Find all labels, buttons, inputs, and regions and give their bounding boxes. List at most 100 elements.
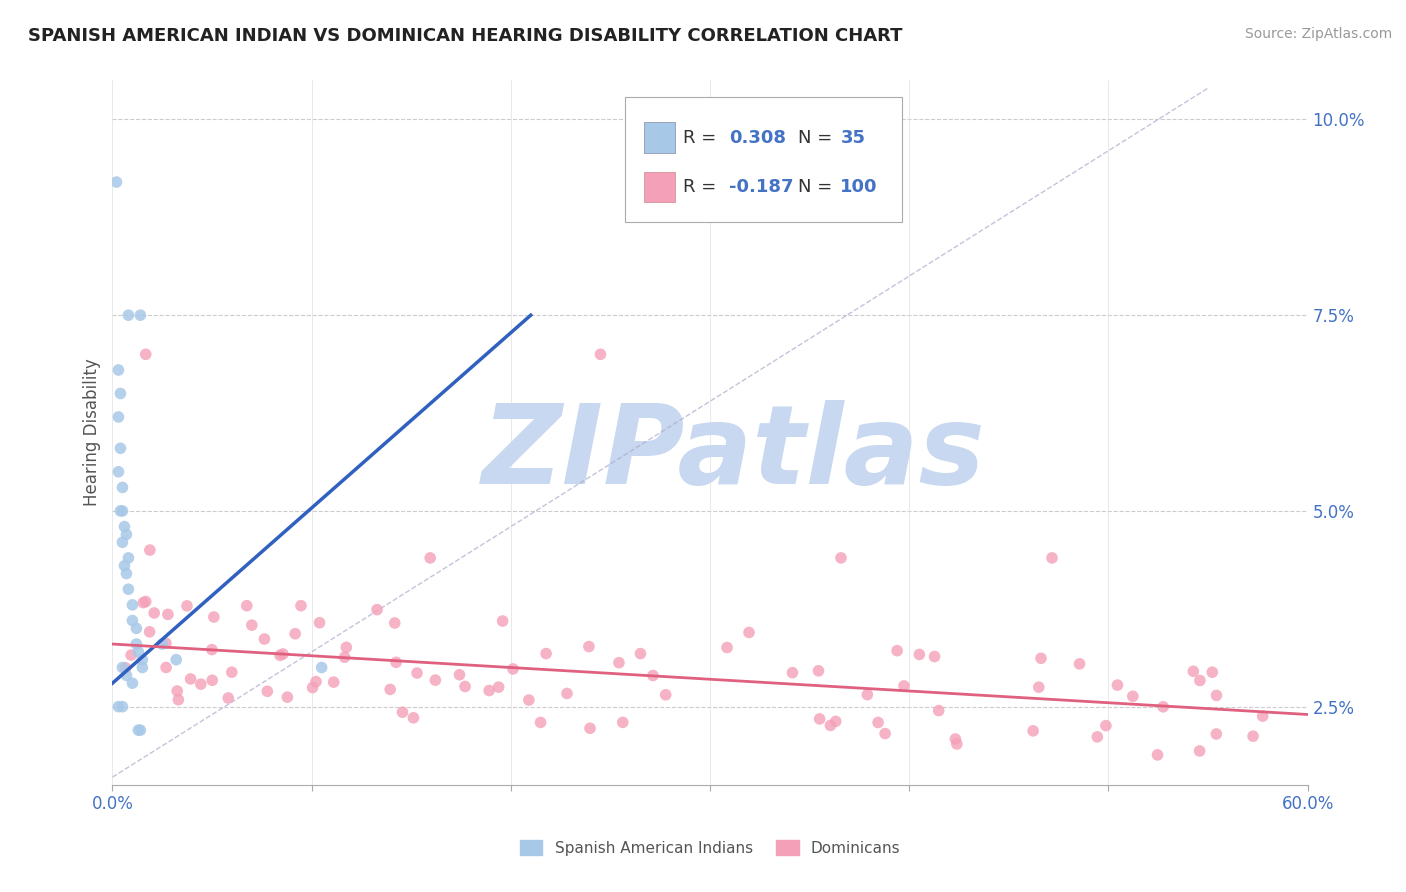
Point	[201, 642, 224, 657]
Point	[143, 606, 166, 620]
Point	[135, 594, 157, 608]
Point	[1095, 718, 1118, 732]
Point	[738, 625, 761, 640]
Point	[1152, 699, 1174, 714]
Point	[127, 723, 149, 738]
Point	[366, 602, 388, 616]
Point	[425, 673, 447, 687]
Point	[419, 550, 441, 565]
Point	[607, 656, 630, 670]
Point	[107, 409, 129, 424]
Point	[1205, 727, 1227, 741]
Point	[117, 582, 139, 597]
Point	[201, 673, 224, 688]
Point	[135, 347, 157, 361]
Point	[284, 626, 307, 640]
Point	[716, 640, 738, 655]
Point	[111, 504, 134, 518]
Point	[301, 681, 323, 695]
Point	[449, 667, 471, 681]
Point	[824, 714, 846, 729]
Point	[391, 705, 413, 719]
Point	[517, 693, 540, 707]
Point	[612, 715, 634, 730]
Point	[105, 175, 128, 189]
Point	[117, 550, 139, 565]
Point	[478, 683, 501, 698]
Point	[384, 615, 406, 630]
Point	[1241, 729, 1264, 743]
Point	[176, 599, 198, 613]
Point	[654, 688, 676, 702]
Point	[380, 682, 402, 697]
Point	[886, 643, 908, 657]
Point	[156, 607, 179, 622]
Point	[1205, 689, 1227, 703]
Point	[630, 647, 652, 661]
Point	[335, 640, 357, 655]
Point	[808, 712, 831, 726]
Point	[406, 666, 429, 681]
Point	[129, 308, 152, 322]
Point	[217, 690, 239, 705]
Point	[333, 650, 356, 665]
Point	[121, 614, 143, 628]
Point	[125, 637, 148, 651]
Legend: Spanish American Indians, Dominicans: Spanish American Indians, Dominicans	[513, 834, 907, 862]
Point	[1188, 744, 1211, 758]
Point	[488, 680, 510, 694]
Point	[107, 699, 129, 714]
Point	[534, 647, 557, 661]
Text: 0.308: 0.308	[730, 128, 786, 146]
Point	[946, 737, 969, 751]
Point	[579, 721, 602, 735]
Point	[271, 647, 294, 661]
Point	[150, 637, 173, 651]
Point	[868, 715, 890, 730]
Point	[167, 692, 190, 706]
Point	[1251, 709, 1274, 723]
Point	[269, 648, 291, 663]
Y-axis label: Hearing Disability: Hearing Disability	[83, 359, 101, 507]
Point	[491, 614, 513, 628]
Point	[110, 504, 132, 518]
Point	[256, 684, 278, 698]
Point	[121, 598, 143, 612]
Point	[240, 618, 263, 632]
Point	[1122, 690, 1144, 704]
Point	[166, 684, 188, 698]
Point	[1069, 657, 1091, 671]
Point	[1028, 680, 1050, 694]
Point	[578, 640, 600, 654]
Point	[132, 596, 155, 610]
Text: 35: 35	[841, 128, 866, 146]
Point	[127, 645, 149, 659]
Point	[908, 648, 931, 662]
Point	[1188, 673, 1211, 688]
Point	[276, 690, 298, 705]
Point	[830, 550, 852, 565]
Point	[1146, 747, 1168, 762]
Point	[202, 610, 225, 624]
Point	[131, 660, 153, 674]
Point	[139, 543, 162, 558]
Point	[311, 660, 333, 674]
Point	[253, 632, 276, 646]
Point	[1040, 550, 1063, 565]
Point	[641, 668, 664, 682]
Point	[555, 686, 578, 700]
Point	[111, 480, 134, 494]
Point	[110, 442, 132, 456]
Point	[117, 308, 139, 322]
Point	[236, 599, 259, 613]
Text: N =: N =	[799, 128, 838, 146]
Point	[308, 615, 330, 630]
Point	[856, 688, 879, 702]
Point	[875, 726, 897, 740]
Point	[114, 558, 135, 573]
Point	[131, 653, 153, 667]
Text: R =: R =	[683, 128, 721, 146]
Point	[529, 715, 551, 730]
Text: N =: N =	[799, 178, 838, 195]
Point	[924, 649, 946, 664]
